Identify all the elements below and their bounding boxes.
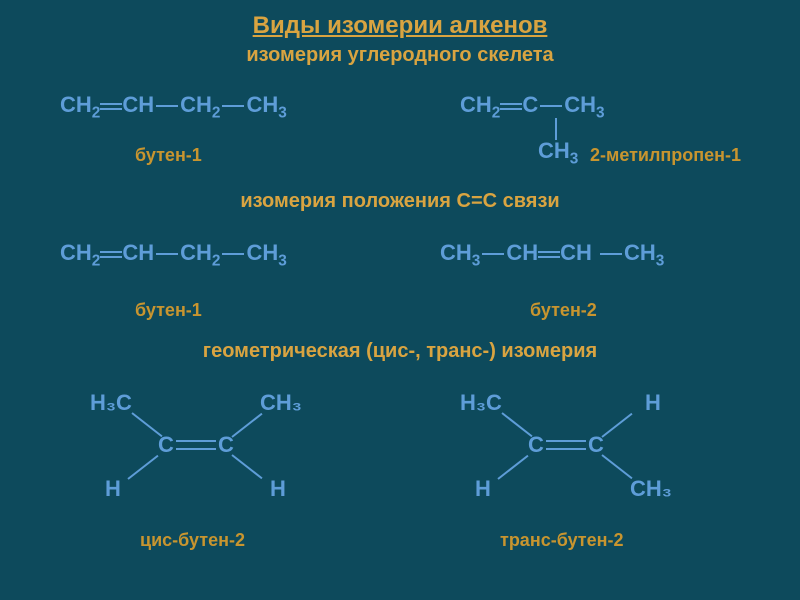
label-butene-2: бутен-2 [530, 300, 597, 321]
formula-butene-2: CH3CHCH CH3 [440, 240, 664, 270]
cis-bottom-right-group: H [270, 476, 286, 502]
label-butene-1-a: бутен-1 [135, 145, 202, 166]
trans-bond-tr [601, 413, 632, 438]
cis-bond-tl [131, 412, 162, 437]
cis-double-bond-top [176, 440, 216, 442]
trans-structure: H₃C H C C H CH₃ [460, 390, 680, 500]
formula-methylpropene-bottom: CH3 [538, 138, 578, 168]
trans-bond-br [601, 454, 632, 479]
subtitle-position-isomerism: изомерия положения С=С связи [0, 190, 800, 213]
methylpropene-vertical-bond [555, 118, 557, 140]
cis-top-right-group: CH₃ [260, 390, 302, 416]
trans-top-right-group: H [645, 390, 661, 416]
trans-double-bond-bottom [546, 448, 586, 450]
subtitle-geometric-isomerism: геометрическая (цис-, транс-) изомерия [0, 340, 800, 363]
cis-bond-br [231, 454, 262, 479]
trans-bond-tl [501, 412, 532, 437]
trans-bottom-right-group: CH₃ [630, 476, 672, 502]
trans-double-bond-top [546, 440, 586, 442]
label-trans: транс-бутен-2 [500, 530, 624, 551]
main-title: Виды изомерии алкенов [0, 0, 800, 40]
trans-top-left-group: H₃C [460, 390, 502, 416]
cis-bond-bl [127, 455, 158, 480]
cis-double-bond-bottom [176, 448, 216, 450]
formula-methylpropene-top: CH2CCH3 [460, 92, 605, 122]
trans-bond-bl [497, 455, 528, 480]
formula-butene-1-b: CH2CHCH2CH3 [60, 240, 287, 270]
label-methylpropene: 2-метилпропен-1 [590, 145, 741, 166]
cis-bottom-left-group: H [105, 476, 121, 502]
label-cis: цис-бутен-2 [140, 530, 245, 551]
cis-top-left-group: H₃C [90, 390, 132, 416]
trans-bottom-left-group: H [475, 476, 491, 502]
formula-butene-1-a: CH2CHCH2CH3 [60, 92, 287, 122]
cis-structure: H₃C CH₃ C C H H [90, 390, 310, 500]
subtitle-skeleton-isomerism: изомерия углеродного скелета [0, 44, 800, 67]
cis-bond-tr [231, 413, 262, 438]
label-butene-1-b: бутен-1 [135, 300, 202, 321]
